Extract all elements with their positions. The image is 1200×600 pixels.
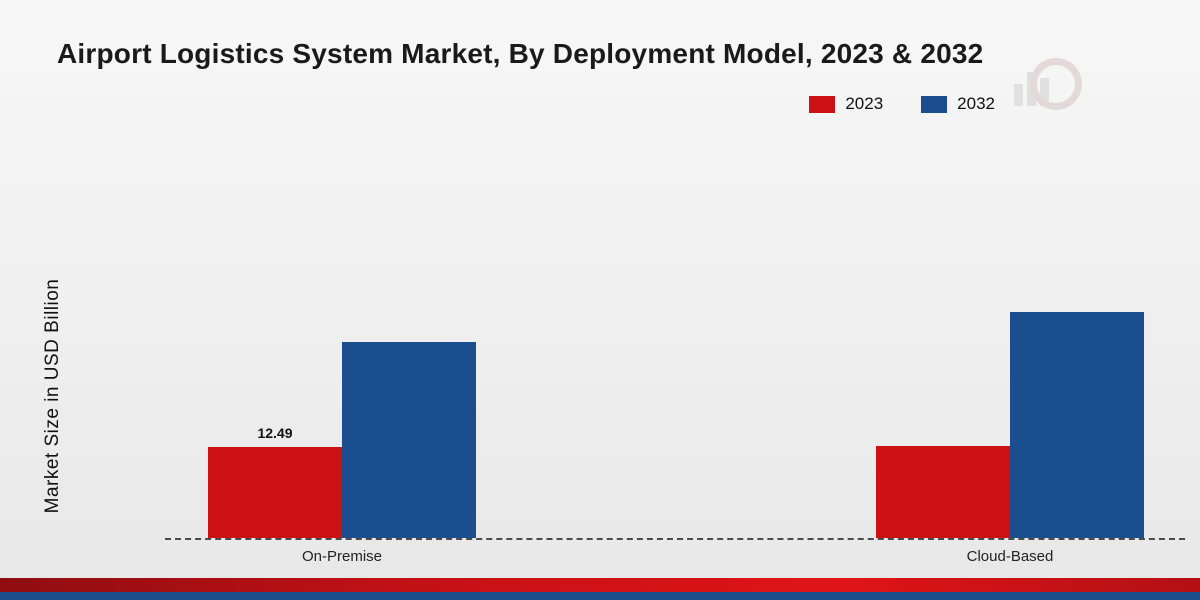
footer-blue-strip <box>0 592 1200 600</box>
category-label-cloud-based: Cloud-Based <box>966 548 1054 565</box>
bar-2023-on-premise: 12.49 <box>208 425 342 538</box>
bar-2023-cloud-based <box>876 446 1010 538</box>
legend-label-2023: 2023 <box>845 94 884 113</box>
bar-2032-cloud-based <box>1010 311 1144 538</box>
x-axis-line <box>165 538 1185 540</box>
legend-swatch-2032-icon <box>921 95 948 113</box>
legend-item-2023: 2023 <box>809 94 883 114</box>
legend-item-2032: 2032 <box>921 94 995 114</box>
watermark-logo-icon <box>1012 52 1082 116</box>
legend-swatch-2023-icon <box>809 95 836 113</box>
footer-red-strip <box>0 578 1200 592</box>
watermark-circle-icon <box>1030 58 1082 110</box>
legend-label-2032: 2032 <box>957 94 995 113</box>
bar-2032-on-premise <box>342 342 476 538</box>
legend: 2023 2032 <box>809 94 995 114</box>
bar-value-label: 12.49 <box>257 424 293 441</box>
chart-title: Airport Logistics System Market, By Depl… <box>57 38 984 69</box>
category-label-on-premise: On-Premise <box>301 548 383 565</box>
